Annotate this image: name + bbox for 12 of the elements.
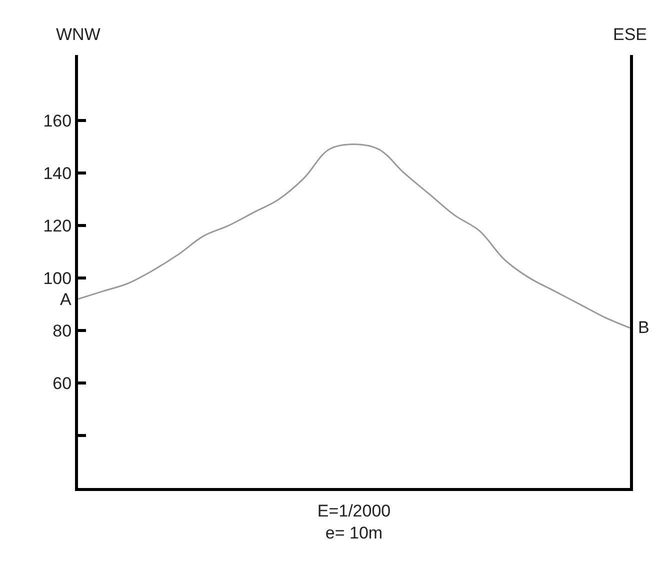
y-tick-label: 120 [43, 216, 72, 236]
text: WNW [56, 25, 100, 44]
line-series [78, 143, 630, 329]
text: ESE [613, 25, 648, 44]
y-tick-label: 160 [43, 112, 72, 131]
y-tick-label: 80 [52, 322, 72, 340]
text: A [60, 290, 72, 309]
y-tick-label: 140 [43, 164, 72, 184]
y-tick-label: 100 [43, 269, 72, 288]
text: B [638, 318, 650, 337]
x-axis-title: E=1/2000 e= 10m [317, 501, 391, 542]
y-tick-label: 60 [52, 374, 72, 393]
